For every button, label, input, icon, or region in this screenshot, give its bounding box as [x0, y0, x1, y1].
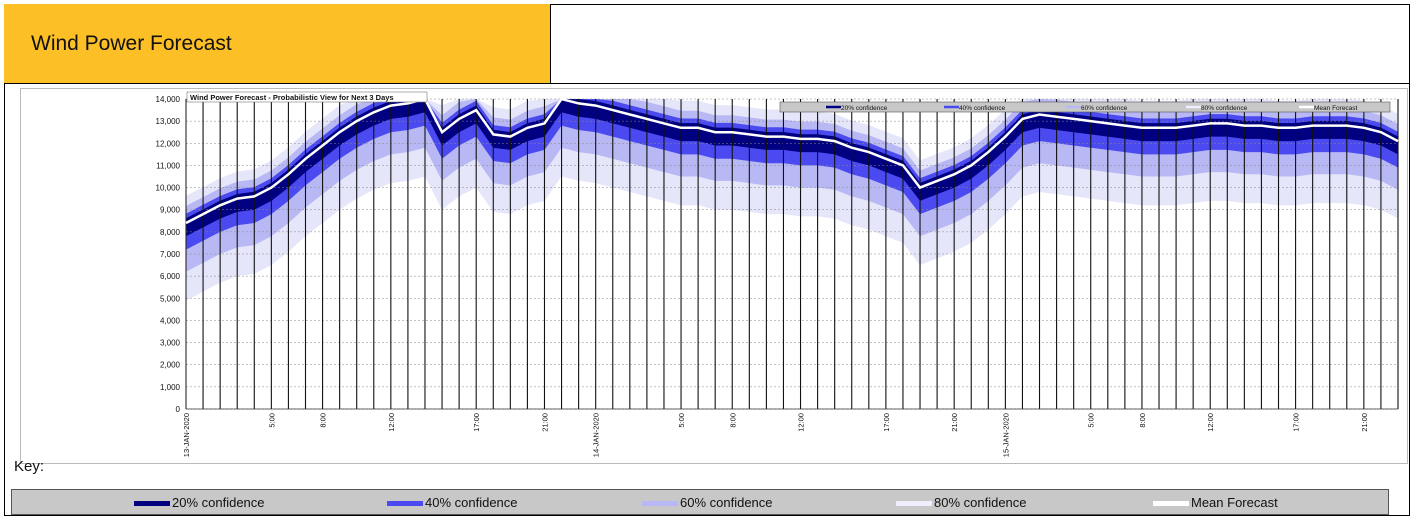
y-tick-label: 10,000 — [156, 184, 181, 193]
x-tick-label: 17:00 — [472, 413, 481, 432]
mean-forecast-series — [185, 97, 1399, 225]
y-tick-label: 3,000 — [160, 339, 181, 348]
key-label: Key: — [14, 458, 45, 475]
mean-forecast-line — [185, 97, 1399, 225]
legend-label-40: 40% confidence — [425, 495, 518, 510]
legend-item-80: 80% confidence — [896, 495, 1027, 510]
inner-legend-60: 60% confidence — [1081, 105, 1128, 112]
inner-legend: 20% confidence 40% confidence 60% confid… — [779, 101, 1391, 113]
legend-swatch-40 — [387, 501, 423, 507]
x-tick-label: 12:00 — [387, 413, 396, 432]
y-tick-label: 9,000 — [160, 206, 181, 215]
y-tick-label: 4,000 — [160, 316, 181, 325]
legend-swatch-60 — [642, 501, 678, 507]
page-title: Wind Power Forecast — [31, 32, 232, 55]
inner-legend-mean: Mean Forecast — [1314, 105, 1358, 112]
x-tick-label: 14-JAN-2020 — [592, 413, 601, 457]
x-tick-label: 5:00 — [1087, 413, 1096, 428]
chart-container: 0 1,000 2,000 3,000 4,000 5,000 6,000 7,000 8,00… — [20, 88, 1408, 464]
x-tick-label: 8:00 — [1138, 413, 1147, 428]
legend-label-mean: Mean Forecast — [1191, 495, 1278, 510]
confidence-bands — [186, 99, 1398, 301]
page-frame — [4, 4, 1410, 516]
x-tick-label: 13-JAN-2020 — [182, 413, 191, 457]
x-axis: 13-JAN-2020 5:00 8:00 12:00 17:00 21:00 14-JAN… — [182, 408, 1398, 457]
y-tick-label: 5,000 — [160, 294, 181, 303]
y-tick-label: 6,000 — [160, 272, 181, 281]
x-tick-label: 5:00 — [677, 413, 686, 428]
y-tick-label: 14,000 — [156, 95, 181, 104]
x-tick-label: 8:00 — [728, 413, 737, 428]
y-tick-label: 7,000 — [160, 250, 181, 259]
x-tick-label: 8:00 — [319, 413, 328, 428]
x-tick-label: 5:00 — [267, 413, 276, 428]
legend-bar: 20% confidence 40% confidence 60% confid… — [11, 489, 1389, 515]
legend-item-60: 60% confidence — [642, 495, 773, 510]
legend-swatch-mean — [1153, 501, 1189, 507]
inner-legend-80: 80% confidence — [1201, 105, 1248, 112]
legend-swatch-20 — [134, 501, 170, 507]
y-tick-label: 0 — [176, 405, 181, 414]
x-tick-label: 12:00 — [797, 413, 806, 432]
title-banner: Wind Power Forecast — [4, 4, 551, 84]
y-tick-label: 12,000 — [156, 139, 181, 148]
legend-item-20: 20% confidence — [134, 495, 265, 510]
y-tick-label: 1,000 — [160, 383, 181, 392]
x-tick-label: 21:00 — [1360, 413, 1369, 432]
y-tick-label: 2,000 — [160, 361, 181, 370]
wind-forecast-chart: 0 1,000 2,000 3,000 4,000 5,000 6,000 7,000 8,00… — [156, 91, 1399, 457]
title-banner-blank — [551, 4, 1410, 84]
y-tick-label: 11,000 — [156, 161, 180, 170]
legend-swatch-80 — [896, 501, 932, 507]
legend-label-60: 60% confidence — [680, 495, 773, 510]
x-tick-label: 12:00 — [1206, 413, 1215, 432]
legend-label-80: 80% confidence — [934, 495, 1027, 510]
chart-title-box: Wind Power Forecast - Probabilistic View… — [186, 91, 428, 103]
chart-title: Wind Power Forecast - Probabilistic View… — [190, 93, 394, 102]
y-tick-label: 8,000 — [160, 228, 181, 237]
x-tick-label: 15-JAN-2020 — [1001, 413, 1010, 457]
y-axis: 0 1,000 2,000 3,000 4,000 5,000 6,000 7,000 8,00… — [156, 95, 187, 414]
confidence-band-3 — [186, 99, 1398, 237]
legend-label-20: 20% confidence — [172, 495, 265, 510]
inner-legend-40: 40% confidence — [959, 105, 1006, 112]
inner-legend-20: 20% confidence — [841, 105, 888, 112]
x-tick-label: 21:00 — [950, 413, 959, 432]
y-tick-label: 13,000 — [156, 117, 181, 126]
x-tick-label: 17:00 — [1292, 413, 1301, 432]
x-tick-label: 17:00 — [882, 413, 891, 432]
legend-item-40: 40% confidence — [387, 495, 518, 510]
x-tick-label: 21:00 — [540, 413, 549, 432]
legend-item-mean: Mean Forecast — [1153, 495, 1278, 510]
